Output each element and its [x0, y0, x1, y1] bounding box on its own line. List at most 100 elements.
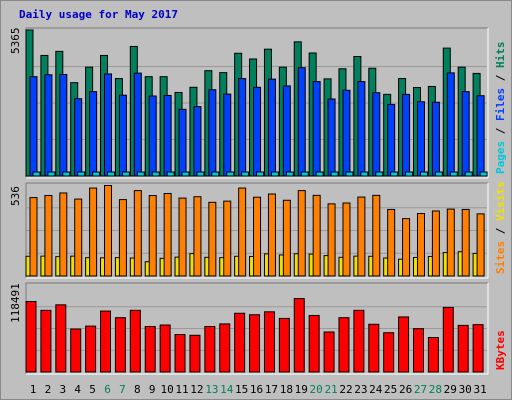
pages-bar: [77, 171, 86, 177]
pages-bar: [211, 171, 220, 177]
pages-bar: [390, 171, 399, 177]
day-label: 20: [310, 383, 323, 396]
kbytes-bar: [70, 328, 82, 373]
kbytes-bar: [412, 328, 424, 373]
kbytes-bar: [219, 323, 231, 373]
sites-bar: [133, 190, 142, 277]
sites-bar: [312, 194, 321, 277]
files-bar: [372, 92, 381, 177]
pages-bar: [92, 171, 101, 177]
day-label: 3: [59, 383, 66, 396]
sites-bar: [461, 208, 470, 277]
pages-bar: [330, 171, 339, 177]
pages-bar: [151, 171, 160, 177]
sites-bar: [476, 213, 485, 277]
sites-bar: [104, 185, 113, 277]
sites-bar: [193, 196, 202, 277]
sites-bar: [327, 203, 336, 277]
kbytes-legend: KBytes: [494, 330, 507, 370]
sites-bar: [238, 187, 247, 277]
sites-bar: [372, 194, 381, 277]
sites-bar: [163, 192, 172, 277]
sites-bar: [297, 190, 306, 277]
files-bar: [148, 95, 157, 177]
pages-bar: [62, 171, 71, 177]
files-bar: [118, 94, 127, 177]
files-bar: [193, 106, 202, 177]
kbytes-bar: [323, 331, 335, 373]
day-label: 21: [324, 383, 337, 396]
sites-bar: [387, 208, 396, 277]
files-bar: [59, 73, 68, 177]
day-label: 13: [205, 383, 218, 396]
sites-bar: [59, 192, 68, 277]
kbytes-bar: [189, 334, 201, 373]
day-label: 7: [119, 383, 126, 396]
kbytes-bar: [308, 314, 320, 373]
pages-bar: [479, 171, 488, 177]
sites-bar: [223, 200, 232, 277]
files-bar: [402, 93, 411, 177]
day-label: 6: [104, 383, 111, 396]
pages-bar: [419, 171, 428, 177]
sites-bar: [29, 197, 38, 277]
legend-item-files: Files: [494, 88, 507, 121]
kbytes-bar: [368, 323, 380, 373]
kbytes-bar: [249, 314, 261, 373]
sites-bar: [178, 197, 187, 277]
kbytes-bar: [40, 309, 52, 373]
day-label: 24: [369, 383, 383, 396]
day-label: 28: [429, 383, 442, 396]
sites-bar: [402, 218, 411, 277]
pages-bar: [226, 171, 235, 177]
pages-bar: [434, 171, 443, 177]
kbytes-bar: [55, 304, 67, 373]
legend-item-visits: Visits: [494, 181, 507, 221]
files-bar: [178, 108, 187, 177]
day-label: 29: [444, 383, 457, 396]
pages-bar: [107, 171, 116, 177]
legend-item-hits: Hits: [494, 42, 507, 69]
day-label: 27: [414, 383, 427, 396]
day-label: 25: [384, 383, 397, 396]
day-label: 22: [339, 383, 352, 396]
day-label: 10: [161, 383, 174, 396]
sites-bar: [267, 193, 276, 277]
kbytes-bar: [159, 324, 171, 373]
pages-bar: [464, 171, 473, 177]
pages-bar: [181, 171, 190, 177]
files-bar: [327, 98, 336, 177]
day-label: 11: [175, 383, 188, 396]
sites-bar: [357, 196, 366, 277]
pages-bar: [47, 171, 56, 177]
kbytes-bar: [114, 317, 126, 373]
sites-bar: [446, 208, 455, 277]
files-bar: [89, 91, 98, 177]
sites-bar: [342, 202, 351, 277]
kbytes-bar: [263, 311, 275, 373]
pages-bar: [32, 171, 41, 177]
sites-bar: [431, 210, 440, 277]
sites-bar: [89, 187, 98, 277]
files-bar: [342, 89, 351, 177]
sites-bar: [74, 198, 83, 277]
day-label: 2: [45, 383, 52, 396]
hits-legend: Pages / Files / Hits: [494, 42, 507, 175]
pages-bar: [136, 171, 145, 177]
sites-bar: [44, 195, 53, 277]
files-bar: [461, 91, 470, 177]
files-bar: [29, 76, 38, 177]
sites-bar: [118, 199, 127, 277]
kbytes-bar: [100, 310, 112, 373]
kbytes-bar: [383, 332, 395, 373]
pages-bar: [360, 171, 369, 177]
day-label: 5: [89, 383, 96, 396]
day-label: 14: [220, 383, 234, 396]
day-label: 31: [473, 383, 486, 396]
day-label: 1: [30, 383, 37, 396]
kbytes-bar: [293, 298, 305, 373]
files-bar: [74, 98, 83, 177]
day-label: 19: [295, 383, 308, 396]
files-bar: [297, 67, 306, 177]
kbytes-bar: [25, 301, 37, 373]
